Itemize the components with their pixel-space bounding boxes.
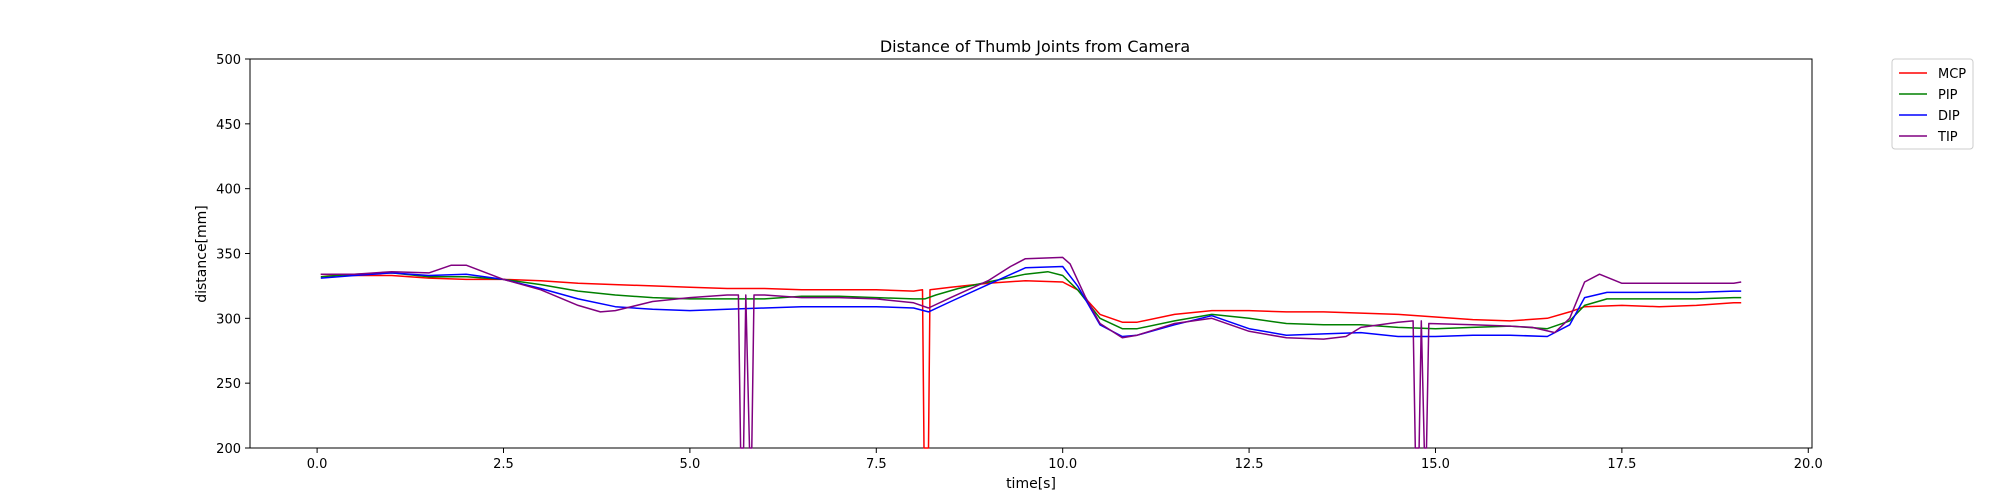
y-tick-label: 450 <box>216 118 241 133</box>
series-line-pip <box>320 270 1742 330</box>
series-line-dip <box>320 265 1742 338</box>
x-axis-label: time[s] <box>1006 476 1056 492</box>
x-tick-label: 0.0 <box>307 457 328 472</box>
y-axis: 200 250 300 350 400 450 500 <box>216 53 250 457</box>
legend-label-dip: DIP <box>1938 109 1960 124</box>
y-tick-label: 400 <box>216 183 241 198</box>
chart-title: Distance of Thumb Joints from Camera <box>880 37 1190 56</box>
x-tick-label: 2.5 <box>493 457 514 472</box>
plot-frame <box>249 58 1813 449</box>
y-tick-label: 300 <box>216 312 241 327</box>
x-tick-label: 20.0 <box>1794 457 1823 472</box>
x-tick-label: 17.5 <box>1607 457 1636 472</box>
legend-label-tip: TIP <box>1937 130 1958 145</box>
y-tick-label: 250 <box>216 377 241 392</box>
y-tick-label: 350 <box>216 248 241 263</box>
x-axis: 0.0 2.5 5.0 7.5 10.0 12.5 15.0 17.5 20.0 <box>307 448 1823 472</box>
y-axis-label: distance[mm] <box>194 205 210 303</box>
x-tick-label: 10.0 <box>1048 457 1077 472</box>
x-tick-label: 5.0 <box>680 457 701 472</box>
x-tick-label: 12.5 <box>1235 457 1264 472</box>
series-line-mcp <box>320 273 1742 449</box>
legend-label-mcp: MCP <box>1938 67 1966 82</box>
series-lines <box>320 256 1742 449</box>
x-tick-label: 7.5 <box>866 457 887 472</box>
series-line-tip <box>320 256 1742 449</box>
legend-label-pip: PIP <box>1938 88 1958 103</box>
legend: MCP PIP DIP TIP <box>1891 58 1974 150</box>
y-tick-label: 500 <box>216 53 241 68</box>
legend-box <box>1891 58 1974 150</box>
x-tick-label: 15.0 <box>1421 457 1450 472</box>
y-tick-label: 200 <box>216 442 241 457</box>
